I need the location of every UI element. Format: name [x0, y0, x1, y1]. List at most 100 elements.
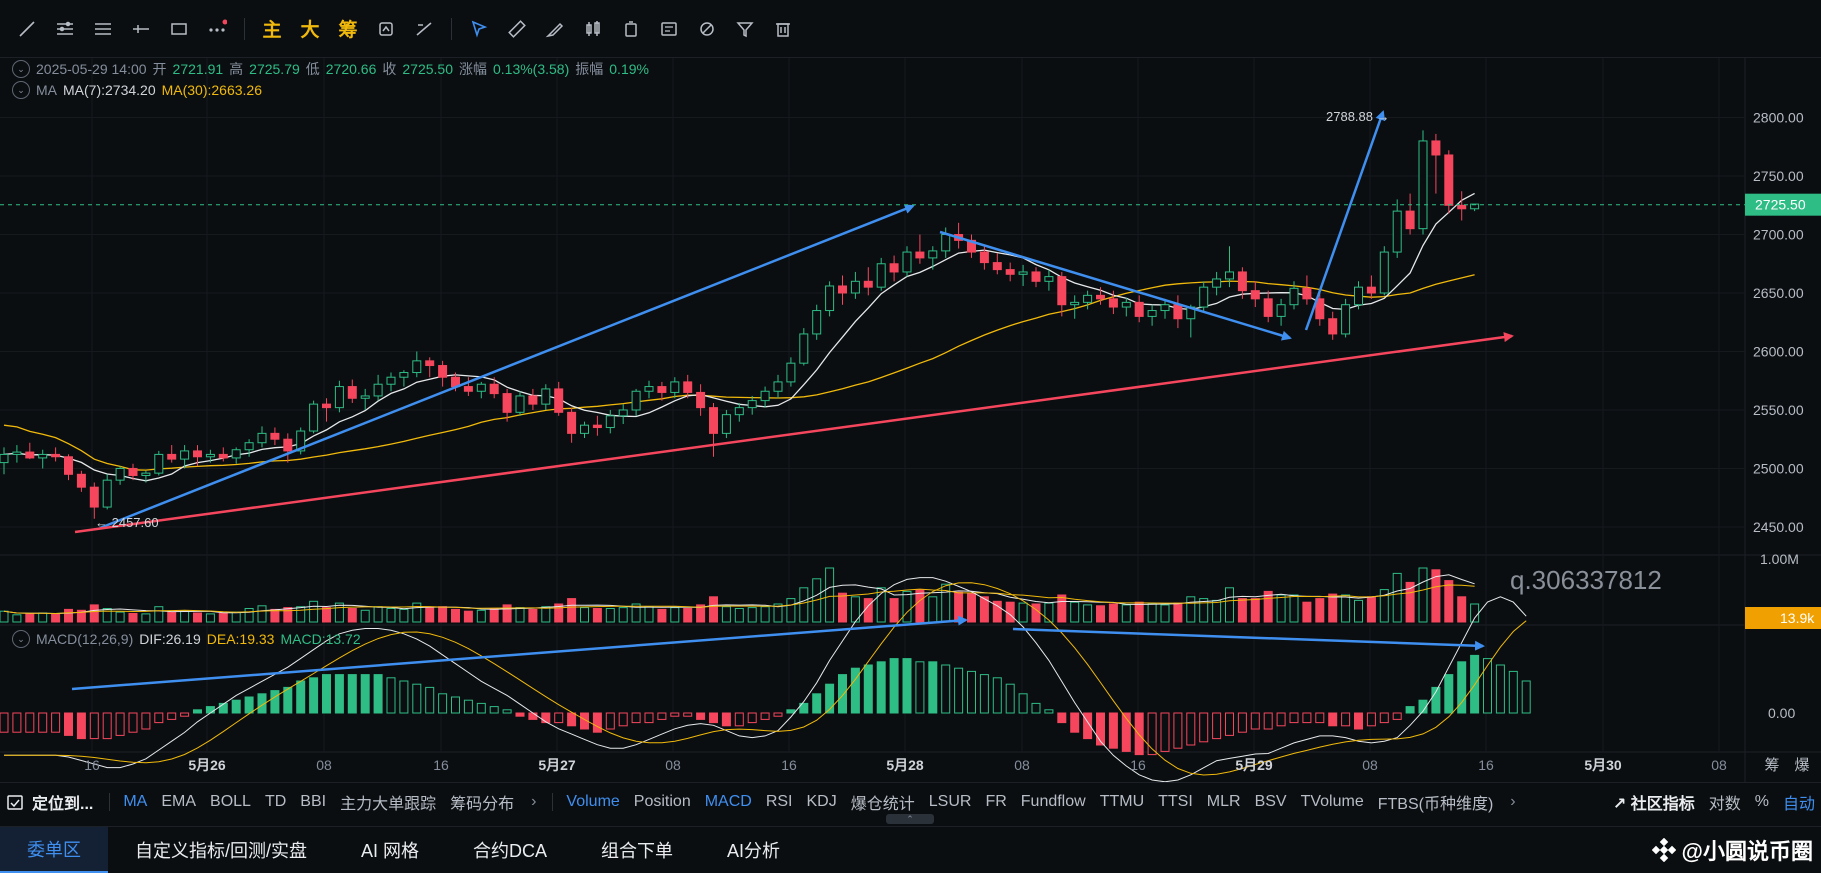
volume-bar: [580, 607, 589, 623]
candle-body: [463, 386, 473, 392]
volume-bar: [1444, 580, 1454, 623]
volume-bar: [38, 612, 48, 623]
ind-ftbs[interactable]: FTBS(币种维度): [1377, 795, 1494, 813]
auto-toggle[interactable]: 自动: [1782, 795, 1815, 813]
bag-icon[interactable]: [614, 12, 648, 46]
collapse-icon[interactable]: ⌄: [12, 60, 30, 78]
toolbar-divider: [244, 17, 245, 40]
macd-blue-arrow-1: [71, 615, 968, 691]
blue-arrow-1: [99, 204, 915, 530]
kline-chart[interactable]: 2788.88 → ← 2457.60 q.306337812 2450.00 250…: [0, 58, 1821, 782]
volume-bar: [218, 612, 228, 623]
macd-value: MACD:13.72: [280, 631, 361, 647]
ind-liquidation[interactable]: 爆仓统计: [850, 795, 915, 813]
collapse-ma-icon[interactable]: ⌄: [12, 81, 30, 99]
macd-bar: [386, 677, 396, 714]
horizontal-ray-icon[interactable]: [124, 12, 158, 46]
candle-body: [373, 383, 383, 397]
macd-bar: [1147, 712, 1157, 756]
main-force-tool[interactable]: 主: [262, 20, 282, 41]
ind-volume[interactable]: Volume: [566, 792, 620, 810]
ind-bsv[interactable]: BSV: [1254, 792, 1287, 810]
percent-toggle[interactable]: %: [1754, 792, 1769, 810]
chevron-right-icon[interactable]: ›: [531, 792, 537, 810]
ind-mlr[interactable]: MLR: [1206, 792, 1241, 810]
candle-body: [12, 451, 22, 455]
ind-fundflow[interactable]: Fundflow: [1020, 792, 1086, 810]
macd-bar: [141, 712, 151, 730]
fib-icon[interactable]: [48, 12, 82, 46]
ind-lsur[interactable]: LSUR: [928, 792, 972, 810]
candle: [1096, 287, 1105, 305]
macd-bar: [347, 674, 357, 714]
ind-position[interactable]: Position: [633, 792, 691, 810]
tab-ai-analysis[interactable]: AI分析: [727, 841, 781, 861]
rectangle-icon[interactable]: [162, 12, 196, 46]
price-tick-label: 2750.00: [1753, 168, 1804, 184]
community-indicators[interactable]: ↗ 社区指标: [1612, 795, 1695, 813]
candle: [128, 463, 138, 481]
chip-tool[interactable]: 筹: [338, 20, 358, 41]
ind-ma[interactable]: MA: [123, 792, 148, 810]
ind-bbi[interactable]: BBI: [300, 792, 327, 810]
locate-label: 定位到...: [32, 795, 94, 813]
ind-ttmu[interactable]: TTMU: [1099, 792, 1145, 810]
ind-chip[interactable]: 筹码分布: [450, 795, 515, 813]
tab-custom-indicator[interactable]: 自定义指标/回测/实盘: [135, 841, 308, 861]
candle: [425, 357, 435, 378]
parallel-icon[interactable]: [86, 12, 120, 46]
macd-bar: [1392, 712, 1402, 720]
ind-kdj[interactable]: KDJ: [806, 792, 837, 810]
ma-label[interactable]: MA: [36, 82, 57, 98]
candle-body: [193, 450, 202, 458]
candle-icon[interactable]: [576, 12, 610, 46]
ind-boll[interactable]: BOLL: [210, 792, 251, 810]
candle-body: [0, 453, 9, 464]
locate-button[interactable]: 定位到...: [0, 790, 103, 814]
macd-bar: [167, 712, 177, 720]
note-icon[interactable]: [652, 12, 686, 46]
ind-ttsi[interactable]: TTSI: [1158, 792, 1193, 810]
link-icon[interactable]: [690, 12, 724, 46]
macd-bar: [1173, 712, 1183, 749]
brush-icon[interactable]: [538, 12, 572, 46]
more-icon[interactable]: [200, 12, 234, 46]
panel-resize-handle[interactable]: ⌃: [886, 814, 934, 824]
ind-main-force[interactable]: 主力大单跟踪: [340, 795, 437, 813]
tab-ai-grid[interactable]: AI 网格: [361, 841, 420, 861]
volume-bar: [928, 596, 938, 623]
large-order-tool[interactable]: 大: [300, 20, 320, 41]
candle-body: [1173, 304, 1183, 320]
candle: [205, 449, 215, 463]
tab-combo-order[interactable]: 组合下单: [601, 841, 674, 861]
ind-td[interactable]: TD: [264, 792, 287, 810]
ind-rsi[interactable]: RSI: [765, 792, 793, 810]
macd-bar: [205, 706, 215, 714]
measure-icon[interactable]: [407, 12, 441, 46]
candle-body: [838, 285, 847, 294]
magnet-icon[interactable]: [369, 12, 403, 46]
trend-line-icon[interactable]: [10, 12, 44, 46]
macd-bar: [592, 712, 602, 733]
filter-icon[interactable]: [728, 12, 762, 46]
macd-bar: [296, 680, 306, 714]
candle-body: [515, 395, 525, 413]
log-toggle[interactable]: 对数: [1708, 795, 1741, 813]
ind-fr[interactable]: FR: [985, 792, 1007, 810]
candle: [1354, 281, 1363, 310]
macd-series: [0, 577, 1531, 782]
macd-label[interactable]: MACD(12,26,9): [36, 631, 134, 647]
select-icon[interactable]: [462, 12, 496, 46]
ind-macd[interactable]: MACD: [704, 792, 752, 810]
macd-bar: [554, 712, 564, 724]
ind-ema[interactable]: EMA: [161, 792, 197, 810]
macd-bar: [580, 712, 589, 730]
chevron-right-icon-2[interactable]: ›: [1510, 792, 1516, 810]
collapse-macd-icon[interactable]: ⌄: [12, 630, 30, 648]
tab-orders[interactable]: 委单区: [0, 827, 108, 873]
ruler-icon[interactable]: [500, 12, 534, 46]
tab-dca[interactable]: 合约DCA: [473, 841, 548, 861]
candle-body: [244, 442, 254, 451]
trash-icon[interactable]: [766, 12, 800, 46]
ind-tvolume[interactable]: TVolume: [1300, 792, 1364, 810]
